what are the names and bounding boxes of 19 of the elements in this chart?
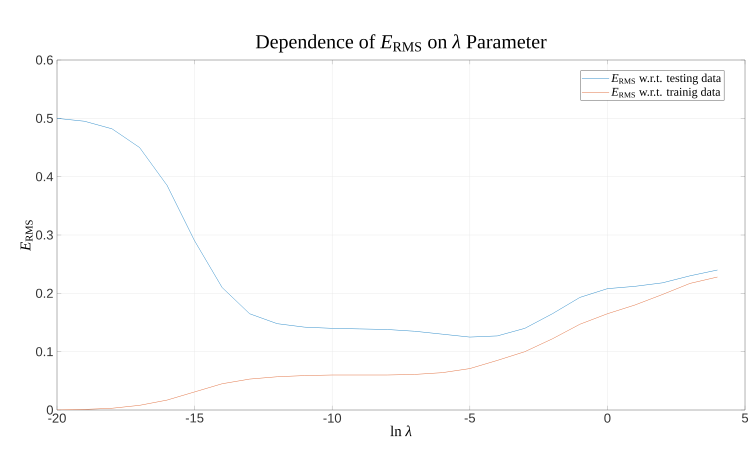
- legend-label: E$_{RMS}$ w.r.t. trainig data: [611, 87, 720, 98]
- y-tick-label: 0.5: [36, 114, 53, 123]
- x-tick-label: -10: [323, 414, 342, 423]
- x-tick-label: -15: [186, 414, 204, 423]
- y-tick-label: 0.1: [36, 347, 53, 356]
- legend-label: E$_{RMS}$ w.r.t. testing data: [611, 74, 722, 85]
- y-tick-label: 0.6: [36, 55, 53, 65]
- line-series: [57, 118, 718, 338]
- y-tick-label: 0: [46, 405, 53, 415]
- x-tick-label: 5: [742, 414, 748, 423]
- y-tick-label: 0.2: [36, 288, 53, 298]
- y-axis-title: E$_{RMS}$: [20, 220, 33, 252]
- x-axis-title: ln λ: [390, 426, 412, 436]
- y-tick-label: 0.4: [36, 172, 54, 182]
- x-tick-label: -20: [48, 414, 66, 423]
- chart-title: Dependence of E$_{RMS}$ on λ Parameter: [256, 34, 547, 52]
- y-tick-label: 0.3: [36, 230, 53, 240]
- x-tick-label: 0: [604, 414, 611, 423]
- x-tick-label: -5: [464, 414, 476, 423]
